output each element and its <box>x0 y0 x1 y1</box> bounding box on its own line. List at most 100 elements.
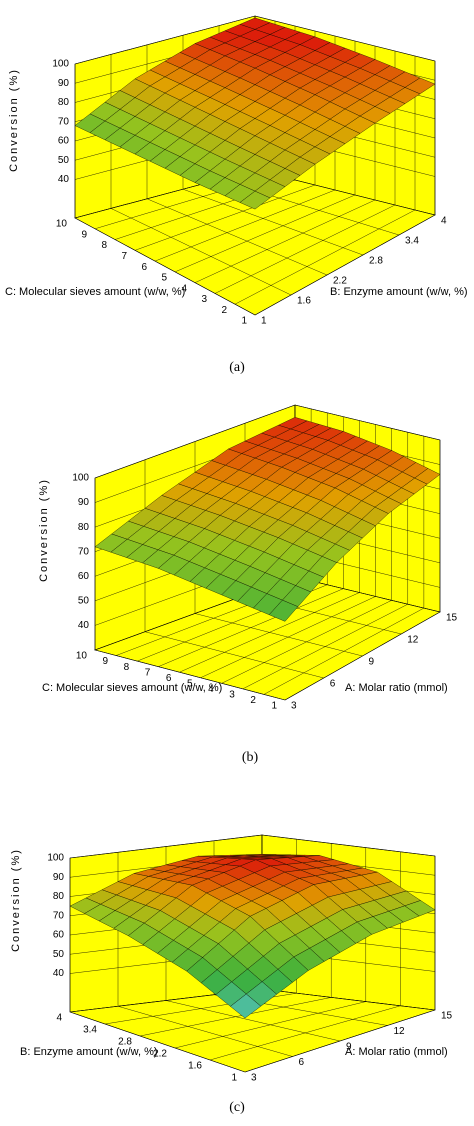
x-tick-label: 1 <box>231 1073 237 1084</box>
y-tick-label: 15 <box>441 1011 453 1022</box>
y-tick-label: 6 <box>330 679 336 690</box>
y-axis-title: A: Molar ratio (mmol) <box>345 682 448 694</box>
y-grid-line <box>261 988 436 1011</box>
z-grid-line <box>254 15 436 62</box>
z-tick-label: 50 <box>58 155 70 166</box>
x-tick-label: 5 <box>161 273 167 284</box>
y-tick-label: 1 <box>261 316 267 327</box>
x-tick-label: 8 <box>124 662 130 673</box>
caption: (a) <box>229 360 245 375</box>
x-grid-line <box>194 199 376 283</box>
y-tick-label: 9 <box>369 657 375 668</box>
z-grid-line <box>294 404 441 441</box>
z-tick-label: 50 <box>53 949 65 960</box>
x-tick-label: 2 <box>221 305 227 316</box>
z-axis-title: Conversion (%) <box>10 848 22 952</box>
x-grid-line <box>254 214 436 316</box>
x-tick-label: 4 <box>208 684 214 695</box>
x-tick-label: 4 <box>56 1013 62 1024</box>
y-tick-label: 9 <box>346 1042 352 1053</box>
y-grid-line <box>194 613 363 657</box>
z-tick-label: 40 <box>53 968 65 979</box>
z-tick-label: 90 <box>53 872 65 883</box>
z-tick-label: 100 <box>47 853 64 864</box>
z-tick-label: 60 <box>53 930 65 941</box>
x-tick-label: 6 <box>141 262 147 273</box>
z-tick-label: 80 <box>78 522 90 533</box>
z-tick-label: 50 <box>78 595 90 606</box>
z-tick-label: 80 <box>58 97 70 108</box>
z-tick-label: 90 <box>78 497 90 508</box>
y-tick-label: 3.4 <box>405 236 419 247</box>
x-grid-line <box>234 209 416 305</box>
y-tick-label: 3 <box>251 1073 257 1084</box>
x-tick-label: 10 <box>56 219 68 230</box>
y-tick-label: 12 <box>407 635 419 646</box>
y-grid-line <box>294 576 441 613</box>
z-tick-label: 70 <box>78 546 90 557</box>
y-tick-label: 3 <box>291 701 297 712</box>
x-tick-label: 2.2 <box>153 1049 167 1060</box>
x-axis-title: B: Enzyme amount (w/w, %) <box>20 1046 158 1058</box>
y-tick-label: 2.8 <box>369 256 383 267</box>
x-axis-title: C: Molecular sieves amount (w/w, %) <box>42 682 222 694</box>
y-tick-label: 6 <box>299 1057 305 1068</box>
x-tick-label: 9 <box>103 656 109 667</box>
z-grid-line <box>74 15 256 65</box>
x-tick-label: 3 <box>229 690 235 701</box>
x-tick-label: 1 <box>241 316 247 327</box>
x-tick-label: 3.4 <box>83 1025 97 1036</box>
x-tick-label: 10 <box>76 651 88 662</box>
z-grid-line <box>261 834 436 857</box>
y-grid-line <box>74 217 256 316</box>
y-tick-label: 2.2 <box>333 276 347 287</box>
x-tick-label: 4 <box>181 283 187 294</box>
x-grid-line <box>154 189 336 262</box>
z-tick-label: 60 <box>78 571 90 582</box>
y-tick-label: 4 <box>441 216 447 227</box>
x-tick-label: 5 <box>187 678 193 689</box>
x-grid-line <box>134 184 316 251</box>
z-tick-label: 100 <box>52 59 69 70</box>
x-tick-label: 7 <box>121 251 127 262</box>
y-grid-line <box>117 1006 293 1057</box>
x-tick-label: 9 <box>81 229 87 240</box>
x-axis-title: C: Molecular sieves amount (w/w, %) <box>5 286 185 298</box>
y-grid-line <box>94 649 286 701</box>
y-tick-label: 12 <box>394 1026 406 1037</box>
z-tick-label: 100 <box>72 473 89 484</box>
caption: (b) <box>242 750 259 765</box>
x-tick-label: 8 <box>101 240 107 251</box>
y-axis-title: A: Molar ratio (mmol) <box>345 1046 448 1058</box>
x-tick-label: 1.6 <box>188 1061 202 1072</box>
y-grid-line <box>182 189 364 256</box>
surface-chart: 40 50 60 70 80 90 100 1 2 3 4 5 6 7 8 9 10 1 1.6 2.2 2.8 3.4 4… <box>5 15 468 375</box>
z-axis-title: Conversion (%) <box>8 68 20 172</box>
y-grid-line <box>144 631 324 679</box>
x-tick-label: 6 <box>166 673 172 684</box>
y-tick-label: 15 <box>446 613 458 624</box>
z-tick-label: 40 <box>58 174 70 185</box>
x-tick-label: 3 <box>201 294 207 305</box>
surface-cell <box>268 599 299 622</box>
y-grid-line <box>69 1011 246 1073</box>
surface-chart: 40 50 60 70 80 90 100 1 1.6 2.2 2.8 3.4 4 3 6 9 12 15 B: E… <box>10 834 453 1115</box>
x-tick-label: 2 <box>250 695 256 706</box>
surface-cell <box>230 993 262 1019</box>
z-tick-label: 70 <box>58 116 70 127</box>
caption: (c) <box>229 1100 245 1115</box>
z-tick-label: 90 <box>58 78 70 89</box>
x-tick-label: 7 <box>145 667 151 678</box>
z-axis-title: Conversion (%) <box>38 478 50 582</box>
y-grid-line <box>110 208 292 296</box>
y-grid-line <box>165 1000 341 1042</box>
x-tick-label: 2.8 <box>118 1037 132 1048</box>
y-tick-label: 1.6 <box>297 296 311 307</box>
y-grid-line <box>146 198 328 276</box>
surface-cell <box>239 190 271 210</box>
z-tick-label: 70 <box>53 910 65 921</box>
z-tick-label: 40 <box>78 620 90 631</box>
